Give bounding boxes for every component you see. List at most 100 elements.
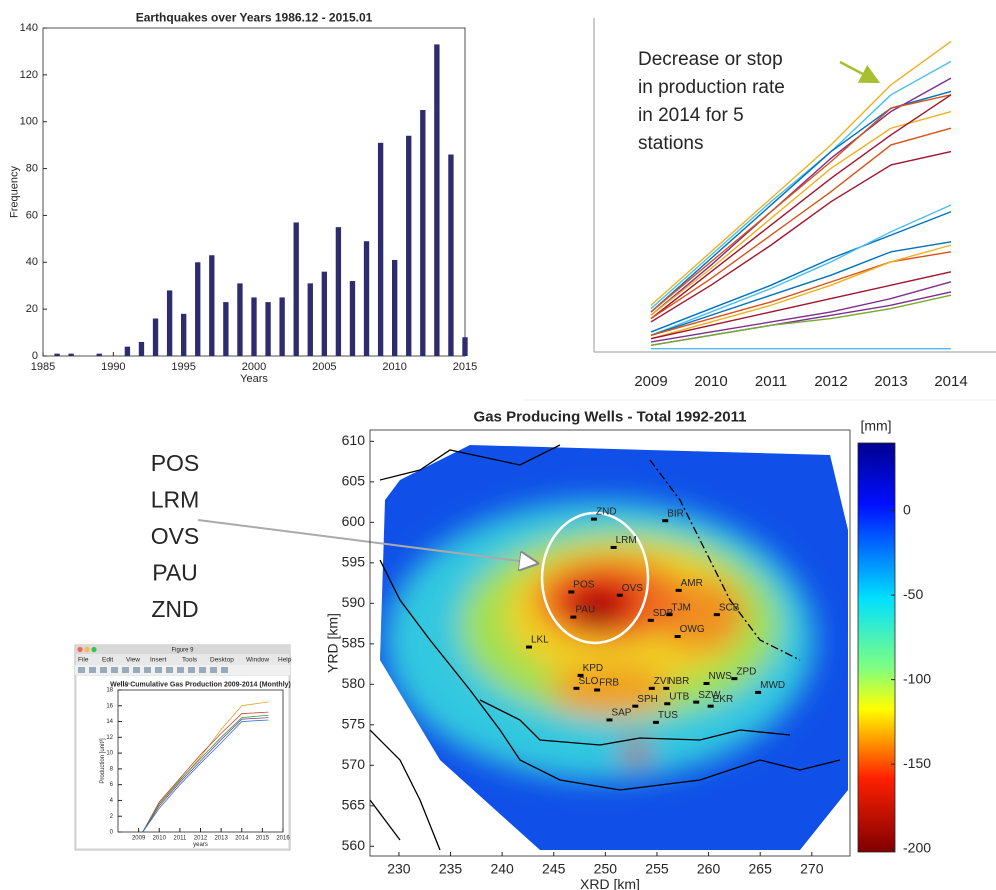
toolbar-button[interactable] [133, 667, 140, 673]
y-exponent: × 10⁸ [118, 681, 130, 687]
menu-item[interactable]: Edit [102, 657, 113, 664]
well [664, 702, 671, 706]
bar [279, 297, 285, 356]
window-button[interactable] [91, 646, 97, 653]
y-tick-label: 60 [26, 209, 38, 221]
chart-title: Earthquakes over Years 1986.12 - 2015.01 [136, 10, 373, 24]
highlight-ellipse [540, 511, 650, 645]
menu-item[interactable]: Help [278, 657, 292, 664]
x-axis-label: XRD [km] [580, 876, 640, 890]
callout-label: OVS [151, 523, 200, 549]
y-tick-label: 140 [20, 22, 38, 34]
menu-item[interactable]: Insert [150, 657, 166, 664]
well-label: ZPD [736, 666, 756, 677]
x-axis-label: Years [240, 373, 268, 385]
colorbar-tick-label: -50 [903, 586, 923, 602]
bar [349, 281, 356, 356]
toolbar-button[interactable] [155, 667, 162, 673]
menu-item[interactable]: Tools [182, 657, 198, 664]
x-tick-label: 265 [749, 861, 773, 877]
toolbar-button[interactable] [221, 667, 228, 673]
x-tick-label: 2015 [453, 361, 477, 373]
well-label: LRM [616, 535, 637, 546]
window-button[interactable] [77, 646, 83, 653]
annotation: Decrease or stop in production rate in 201… [638, 49, 785, 154]
y-tick-label: 570 [342, 756, 366, 772]
toolbar-button[interactable] [100, 667, 107, 673]
line [650, 211, 952, 333]
toolbar-button[interactable] [210, 667, 217, 673]
toolbar-button[interactable] [111, 667, 118, 673]
bar [321, 271, 328, 356]
toolbar-button[interactable] [177, 667, 184, 673]
x-tick-label: 235 [439, 861, 463, 877]
y-tick-label: 560 [342, 837, 366, 853]
x-tick-label: 240 [490, 861, 514, 877]
well [594, 688, 601, 692]
bar [68, 353, 74, 356]
x-tick-label: 2010 [694, 373, 727, 390]
annotation-arrow [839, 60, 881, 84]
well [666, 613, 673, 617]
callout-label: PAU [152, 560, 198, 586]
line [650, 251, 952, 336]
line [650, 204, 952, 336]
well [632, 704, 639, 708]
well-label: SLO [578, 676, 598, 687]
x-tick-label: 2011 [755, 373, 787, 390]
toolbar-button[interactable] [199, 667, 206, 673]
line [650, 294, 952, 347]
bar [223, 302, 229, 356]
bar [293, 222, 299, 356]
well [663, 686, 670, 690]
well-label: NWS [709, 671, 733, 682]
line [650, 241, 952, 336]
toolbar-button[interactable] [122, 667, 129, 673]
y-tick-label: 600 [342, 513, 366, 529]
well-label: OWG [680, 624, 705, 635]
menu-item[interactable]: View [126, 657, 140, 664]
line [650, 244, 952, 340]
callout-arrow [197, 519, 535, 563]
colorbar [857, 442, 896, 853]
well-label: OVS [622, 583, 643, 594]
toolbar-button[interactable] [144, 667, 151, 673]
well-label: SDB [653, 608, 674, 619]
well [703, 681, 710, 685]
y-tick-label: 0 [110, 830, 114, 836]
well [693, 700, 700, 704]
bar [251, 297, 257, 356]
well [731, 677, 738, 681]
toolbar-button[interactable] [89, 667, 96, 673]
x-tick-label: 2014 [934, 373, 967, 390]
axes-box [369, 429, 851, 857]
well-label: SCB [719, 602, 740, 613]
toolbar-button[interactable] [188, 667, 195, 673]
x-tick-label: 2009 [634, 373, 667, 390]
toolbar-button[interactable] [78, 667, 85, 673]
line [142, 717, 269, 833]
well [610, 545, 617, 549]
y-tick-label: 12 [106, 735, 113, 741]
colorbar-label: [mm] [860, 418, 891, 434]
well-label: ZND [596, 507, 617, 518]
well [591, 517, 597, 521]
bar [209, 255, 215, 356]
x-tick-label: 2010 [153, 836, 167, 842]
y-tick-label: 565 [342, 796, 366, 812]
menu-item[interactable]: Window [246, 657, 269, 664]
window-button[interactable] [84, 646, 90, 653]
well [606, 718, 613, 722]
menu-item[interactable]: Desktop [210, 657, 234, 664]
line [650, 127, 952, 320]
window-titlebar [75, 645, 290, 654]
bar [124, 346, 131, 356]
menu-item[interactable]: File [78, 657, 89, 664]
x-tick-label: 2009 [132, 836, 146, 842]
line [142, 719, 269, 833]
well-label: POS [573, 580, 594, 591]
toolbar-button[interactable] [166, 667, 173, 673]
y-tick-label: 80 [26, 162, 38, 174]
y-tick-label: 2 [110, 814, 114, 820]
